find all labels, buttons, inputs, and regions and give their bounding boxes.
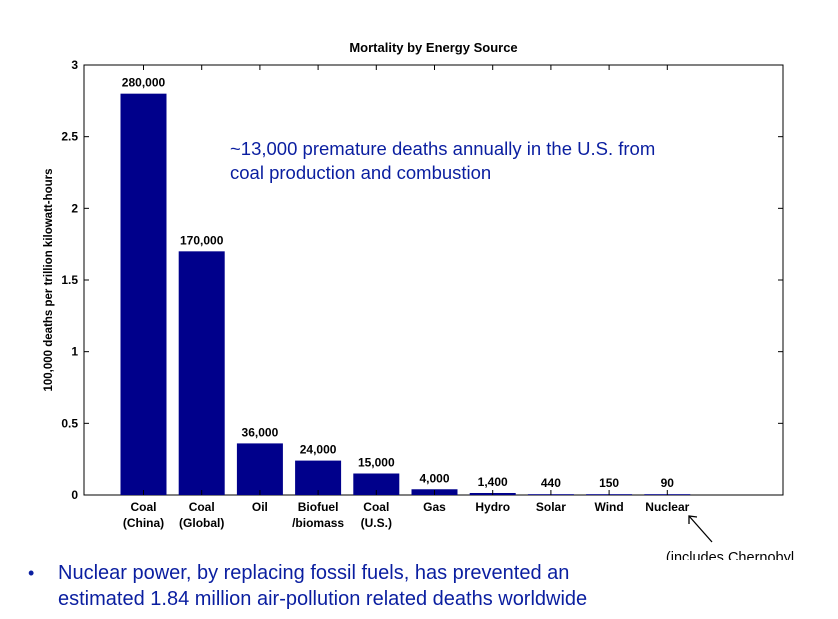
bar <box>120 93 167 496</box>
bullet-row: • Nuclear power, by replacing fossil fue… <box>28 560 648 612</box>
annotation-nuclear: (includes Chernobyl, <box>666 550 798 560</box>
bullet-section: • Nuclear power, by replacing fossil fue… <box>28 560 648 612</box>
bullet-symbol: • <box>28 563 35 583</box>
annotation-coal-us: ~13,000 premature deaths annually in the… <box>230 138 655 159</box>
annotation-coal-us: coal production and combustion <box>230 162 491 183</box>
nuclear-arrow-head <box>688 515 698 524</box>
x-tick-label: Biofuel <box>298 500 339 514</box>
y-tick-label: 1.5 <box>61 273 78 287</box>
x-tick-label: Oil <box>252 500 268 514</box>
bar <box>236 443 283 495</box>
x-tick-label: Coal <box>189 500 215 514</box>
x-tick-label: Hydro <box>475 500 510 514</box>
bar-data-label: 4,000 <box>419 471 449 485</box>
y-tick-label: 3 <box>71 58 78 72</box>
chart-title: Mortality by Energy Source <box>349 40 517 55</box>
chart-root: Mortality by Energy Source 100,000 deaths… <box>43 40 798 586</box>
y-tick-label: 2 <box>71 201 78 215</box>
bullet-line-2: estimated 1.84 million air-pollution rel… <box>58 588 588 610</box>
x-tick-label: (China) <box>123 516 164 530</box>
x-tick-label: (Global) <box>179 516 224 530</box>
chart-area: Mortality by Energy Source 100,000 deaths… <box>43 40 798 586</box>
bar-data-label: 36,000 <box>242 425 279 439</box>
bar-data-label: 1,400 <box>478 475 508 489</box>
bar-data-label: 90 <box>661 476 675 490</box>
bar-data-label: 24,000 <box>300 443 337 457</box>
bar-data-label: 170,000 <box>180 233 224 247</box>
x-tick-label: (U.S.) <box>361 516 392 530</box>
x-tick-label: Gas <box>423 500 446 514</box>
nuclear-arrow-shaft <box>688 515 713 543</box>
chart-svg: Mortality by Energy Source 100,000 deaths… <box>43 40 798 586</box>
bar-data-label: 280,000 <box>122 76 166 90</box>
x-tick-label: Coal <box>130 500 156 514</box>
x-tick-label: Solar <box>536 500 566 514</box>
y-tick-label: 2.5 <box>61 130 78 144</box>
bullet-text: Nuclear power, by replacing fossil fuels… <box>58 560 587 612</box>
bullet-line-1: Nuclear power, by replacing fossil fuels… <box>58 562 570 584</box>
bar <box>295 460 342 495</box>
bar-data-label: 15,000 <box>358 456 395 470</box>
bar <box>353 473 400 495</box>
bar-data-label: 440 <box>541 476 561 490</box>
x-tick-label: Wind <box>594 500 623 514</box>
x-tick-label: /biomass <box>292 516 344 530</box>
bar <box>178 251 225 495</box>
x-tick-label: Nuclear <box>645 500 689 514</box>
x-tick-label: Coal <box>363 500 389 514</box>
y-axis-title: 100,000 deaths per trillion kilowatt-hou… <box>43 168 55 391</box>
y-tick-label: 1 <box>71 345 78 359</box>
y-tick-label: 0 <box>71 488 78 502</box>
y-tick-label: 0.5 <box>61 416 78 430</box>
bar-data-label: 150 <box>599 476 619 490</box>
